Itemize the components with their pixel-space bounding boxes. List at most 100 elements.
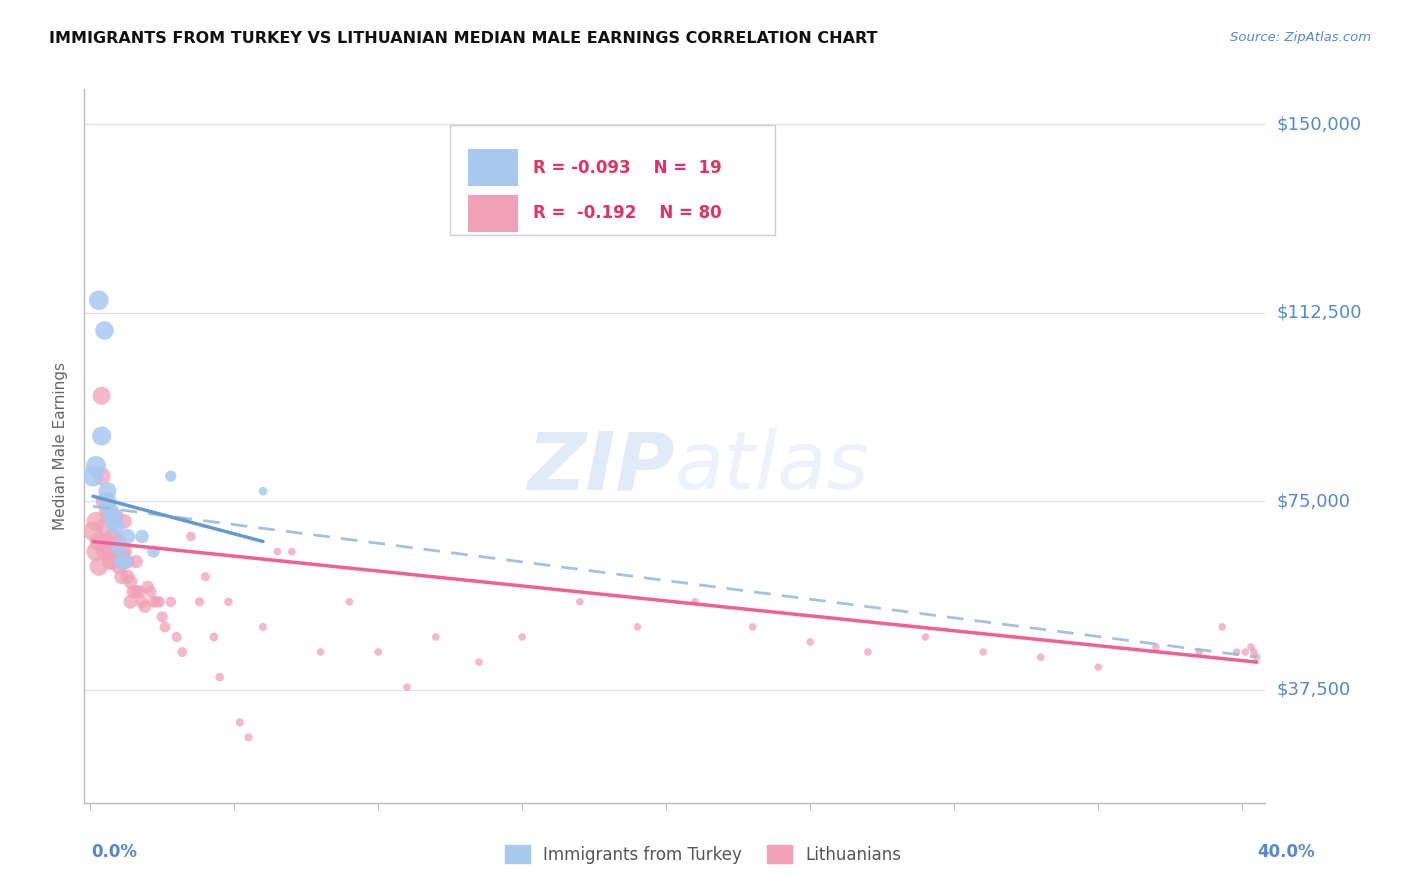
Text: $75,000: $75,000: [1277, 492, 1351, 510]
Point: [208, 670, 231, 684]
Point: [131, 595, 153, 609]
Point: [84, 544, 107, 558]
Point: [139, 584, 162, 599]
Point: [337, 595, 360, 609]
Point: [108, 540, 131, 554]
Point: [309, 645, 332, 659]
Point: [1226, 645, 1249, 659]
Point: [626, 620, 648, 634]
Point: [425, 630, 447, 644]
Point: [87, 534, 110, 549]
Point: [105, 509, 128, 524]
Point: [101, 509, 124, 524]
Point: [568, 595, 591, 609]
Text: ZIP: ZIP: [527, 428, 675, 507]
Point: [114, 515, 136, 529]
Point: [150, 610, 173, 624]
Point: [1240, 640, 1263, 654]
Point: [90, 469, 112, 483]
Point: [105, 519, 128, 533]
Text: $150,000: $150,000: [1277, 115, 1361, 134]
Point: [93, 519, 115, 533]
Point: [1234, 645, 1257, 659]
Point: [96, 494, 118, 508]
Point: [87, 559, 110, 574]
Point: [468, 655, 491, 669]
Point: [98, 555, 121, 569]
Text: IMMIGRANTS FROM TURKEY VS LITHUANIAN MEDIAN MALE EARNINGS CORRELATION CHART: IMMIGRANTS FROM TURKEY VS LITHUANIAN MED…: [49, 31, 877, 46]
Point: [111, 555, 134, 569]
Point: [1087, 660, 1109, 674]
Point: [93, 544, 115, 558]
Point: [1211, 620, 1233, 634]
Point: [136, 580, 159, 594]
Point: [98, 504, 121, 518]
Point: [741, 620, 763, 634]
Point: [142, 595, 165, 609]
Point: [108, 534, 131, 549]
Point: [217, 595, 239, 609]
FancyBboxPatch shape: [468, 194, 517, 232]
Point: [101, 529, 124, 543]
Text: R =  -0.192    N = 80: R = -0.192 N = 80: [533, 204, 721, 222]
Point: [114, 544, 136, 558]
Point: [90, 429, 112, 443]
Point: [1144, 640, 1167, 654]
Text: $112,500: $112,500: [1277, 304, 1362, 322]
Point: [101, 515, 124, 529]
Point: [153, 620, 176, 634]
Point: [1029, 650, 1052, 665]
Point: [82, 469, 104, 483]
Legend: Immigrants from Turkey, Lithuanians: Immigrants from Turkey, Lithuanians: [498, 838, 908, 871]
Point: [90, 389, 112, 403]
Point: [159, 595, 181, 609]
Point: [1188, 645, 1211, 659]
Point: [98, 544, 121, 558]
Point: [93, 494, 115, 508]
Point: [1246, 650, 1268, 665]
Point: [266, 544, 288, 558]
Point: [252, 620, 274, 634]
Point: [111, 544, 134, 558]
Point: [125, 584, 148, 599]
Point: [972, 645, 994, 659]
Point: [799, 635, 821, 649]
Point: [111, 569, 134, 583]
Point: [914, 630, 936, 644]
Point: [683, 595, 706, 609]
Point: [128, 584, 150, 599]
Point: [148, 595, 170, 609]
Point: [856, 645, 879, 659]
Text: Source: ZipAtlas.com: Source: ZipAtlas.com: [1230, 31, 1371, 45]
Point: [96, 534, 118, 549]
Point: [238, 731, 260, 745]
Point: [395, 680, 418, 694]
Text: $37,500: $37,500: [1277, 681, 1351, 698]
Point: [105, 544, 128, 558]
Y-axis label: Median Male Earnings: Median Male Earnings: [53, 362, 69, 530]
Point: [117, 569, 139, 583]
Point: [510, 630, 533, 644]
Point: [84, 515, 107, 529]
Point: [96, 484, 118, 499]
Point: [188, 595, 211, 609]
Point: [108, 559, 131, 574]
FancyBboxPatch shape: [468, 149, 517, 186]
Point: [84, 459, 107, 474]
Point: [166, 630, 188, 644]
Point: [120, 595, 142, 609]
Point: [202, 630, 225, 644]
Point: [229, 715, 252, 730]
Point: [142, 544, 165, 558]
Point: [117, 555, 139, 569]
FancyBboxPatch shape: [450, 125, 775, 235]
Point: [180, 529, 202, 543]
Text: 40.0%: 40.0%: [1257, 843, 1315, 861]
Point: [134, 599, 156, 614]
Point: [194, 569, 217, 583]
Point: [367, 645, 389, 659]
Point: [1243, 645, 1265, 659]
Point: [96, 504, 118, 518]
Point: [252, 484, 274, 499]
Point: [82, 524, 104, 539]
